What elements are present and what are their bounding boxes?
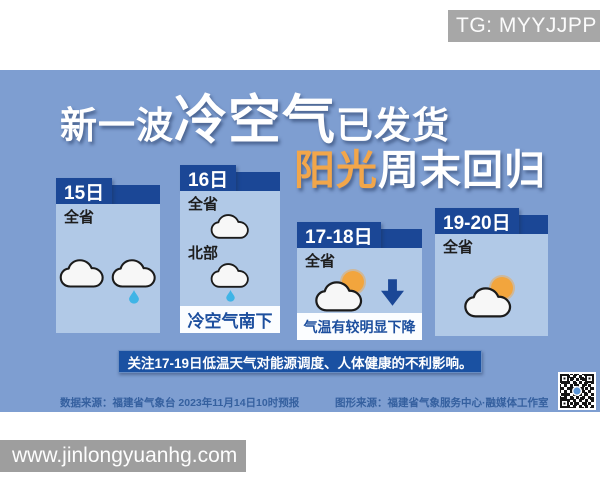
- panel-date-label: 16日: [180, 165, 237, 191]
- title-line1-prefix: 新一波: [60, 105, 174, 146]
- cloud-icon: [463, 287, 511, 318]
- cloud-icon: [59, 259, 104, 288]
- region-label: 北部: [188, 245, 219, 262]
- qr-code: [558, 372, 596, 410]
- forecast-panel-day15: 15日 全省: [56, 178, 160, 333]
- forecast-panel-day17-18: 17-18日 全省 气温有较明显下降: [297, 222, 422, 340]
- weather-icon-row: [297, 271, 422, 313]
- notice-banner: 关注17-19日低温天气对能源调度、人体健康的不利影响。: [118, 350, 482, 373]
- panel-body: 全省: [56, 204, 160, 333]
- title-line2-emphasis: 阳光: [294, 147, 378, 193]
- raindrop-icon: [225, 290, 235, 302]
- panel-body: 全省 北部: [180, 191, 280, 306]
- region-label: 全省: [305, 253, 336, 270]
- panel-date-label: 17-18日: [297, 222, 381, 248]
- panel-date-label: 15日: [56, 178, 113, 204]
- arrow-down-icon: [381, 278, 404, 306]
- panel-header: 17-18日: [297, 222, 422, 248]
- panel-footer-banner: 冷空气南下: [180, 306, 280, 333]
- panel-header: 19-20日: [435, 208, 548, 234]
- forecast-panel-day19-20: 19-20日 全省: [435, 208, 548, 336]
- title-line1-suffix: 已发货: [336, 105, 450, 146]
- website-watermark-bar: www.jinlongyuanhg.com: [0, 440, 246, 472]
- region-label: 全省: [188, 196, 219, 213]
- weather-icon-row: [180, 263, 280, 302]
- sun-cloud-icon: [315, 271, 371, 313]
- data-source-text: 数据来源：福建省气象台 2023年11月14日10时预报: [60, 397, 300, 409]
- graphic-source-text: 图形来源：福建省气象服务中心·融媒体工作室: [335, 397, 549, 409]
- sun-cloud-icon: [463, 277, 520, 319]
- raindrop-icon: [129, 290, 139, 304]
- panel-header: 16日: [180, 165, 280, 191]
- region-label: 全省: [64, 209, 95, 226]
- panel-header: 15日: [56, 178, 160, 204]
- weather-icon-row: [56, 259, 160, 304]
- weather-icon-row: [180, 214, 280, 240]
- forecast-panel-day16: 16日 全省 北部 冷空气南下: [180, 165, 280, 333]
- telegram-watermark: TG: MYYJJPP: [448, 10, 600, 42]
- panel-date-label: 19-20日: [435, 208, 519, 234]
- cloud-icon: [111, 259, 156, 288]
- weather-icon-row: [435, 277, 548, 319]
- panel-body: 全省: [435, 234, 548, 336]
- poster-title-line2: 阳光 周末回归: [294, 136, 546, 196]
- region-label: 全省: [443, 239, 474, 256]
- title-line2-suffix: 周末回归: [378, 147, 546, 193]
- panel-body: 全省: [297, 248, 422, 313]
- poster-title-line1: 新一波 冷空气 已发货: [60, 78, 450, 154]
- weather-poster: 新一波 冷空气 已发货 阳光 周末回归 15日 全省: [0, 70, 600, 412]
- cloud-icon: [210, 214, 249, 239]
- panel-footer-banner: 气温有较明显下降: [297, 313, 422, 340]
- title-line1-emphasis: 冷空气: [174, 91, 336, 150]
- cloud-icon: [210, 263, 249, 288]
- cloud-icon: [315, 281, 363, 312]
